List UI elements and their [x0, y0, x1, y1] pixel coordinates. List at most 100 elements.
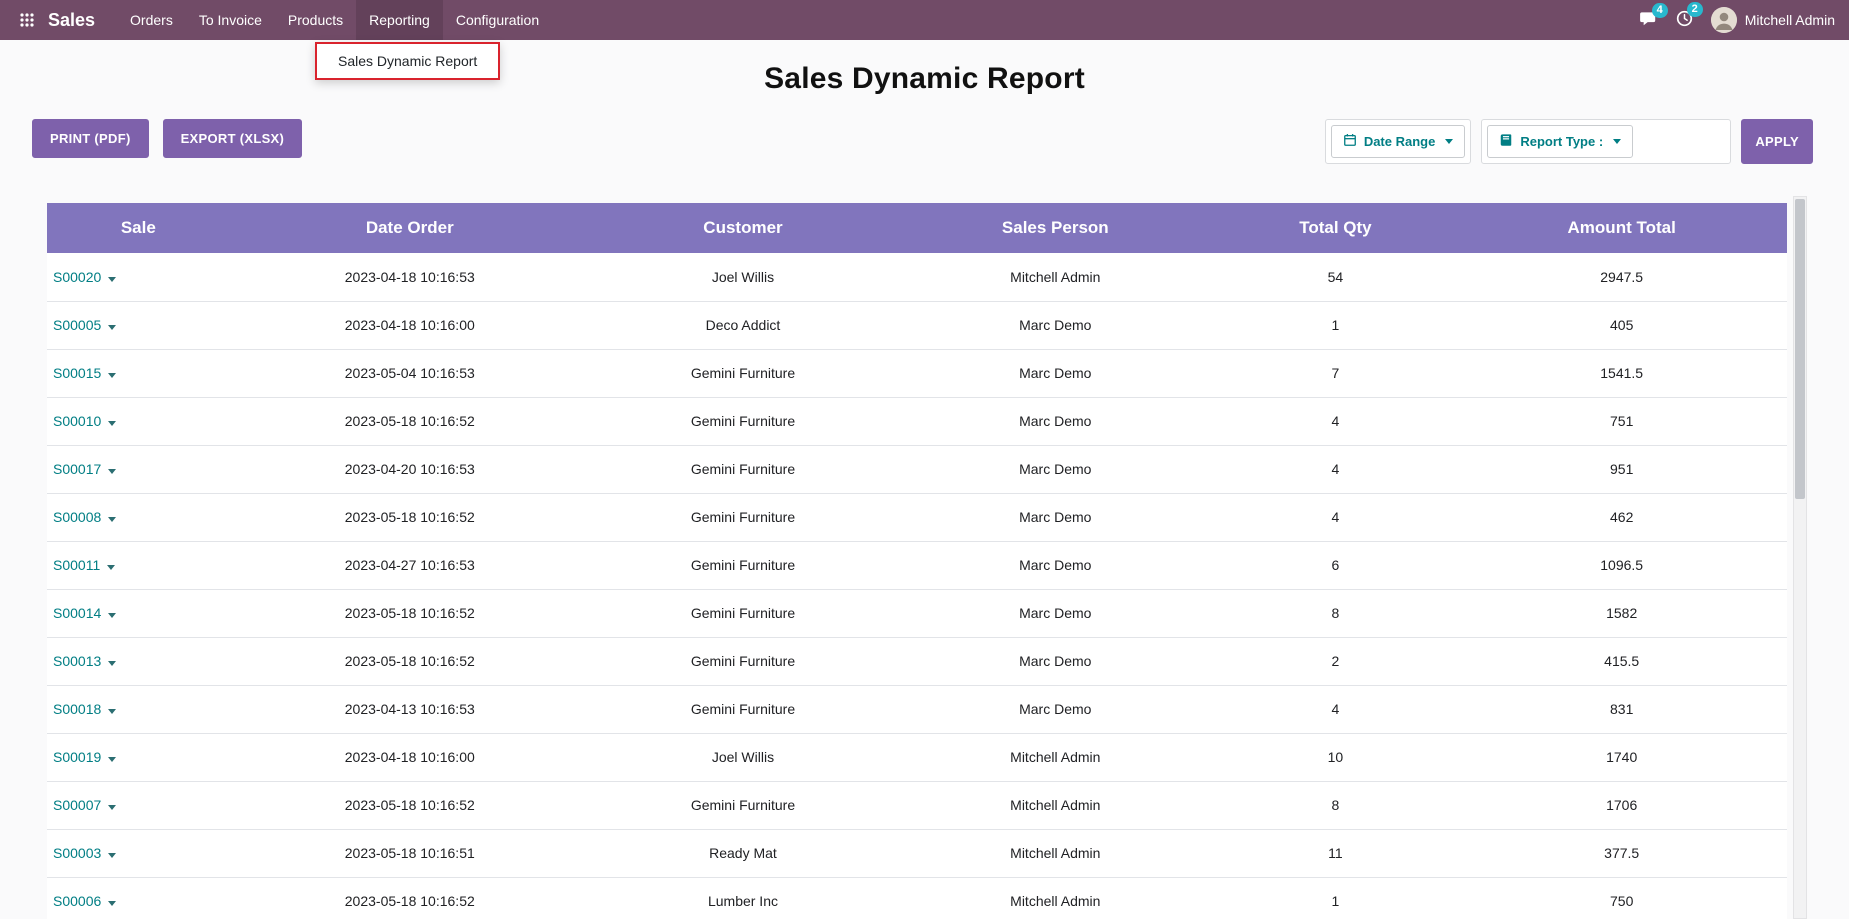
- sale-order-link[interactable]: S00020: [53, 269, 101, 285]
- caret-down-icon[interactable]: [108, 325, 116, 330]
- menu-products[interactable]: Products: [275, 0, 356, 40]
- app-title[interactable]: Sales: [48, 10, 95, 31]
- sale-order-link[interactable]: S00011: [53, 557, 100, 573]
- customer-cell: Gemini Furniture: [590, 637, 896, 685]
- apply-button[interactable]: APPLY: [1741, 119, 1813, 164]
- toolbar-right: Date Range Report Type :: [1325, 119, 1813, 164]
- customer-cell: Gemini Furniture: [590, 445, 896, 493]
- date-range-label: Date Range: [1364, 134, 1436, 149]
- menu-configuration[interactable]: Configuration: [443, 0, 552, 40]
- amount-total-cell: 750: [1456, 877, 1787, 919]
- toolbar-left: PRINT (PDF) EXPORT (XLSX): [32, 119, 302, 158]
- sale-order-link[interactable]: S00008: [53, 509, 101, 525]
- table-row: S00005 2023-04-18 10:16:00 Deco Addict M…: [47, 301, 1787, 349]
- date-range-box: Date Range: [1325, 119, 1472, 164]
- table-row: S00017 2023-04-20 10:16:53 Gemini Furnit…: [47, 445, 1787, 493]
- amount-total-cell: 1096.5: [1456, 541, 1787, 589]
- sale-cell: S00017: [47, 445, 230, 493]
- customer-cell: Gemini Furniture: [590, 541, 896, 589]
- customer-cell: Gemini Furniture: [590, 685, 896, 733]
- caret-down-icon[interactable]: [108, 277, 116, 282]
- scrollbar-thumb[interactable]: [1795, 199, 1805, 499]
- date-order-cell: 2023-05-18 10:16:52: [230, 589, 590, 637]
- customer-cell: Gemini Furniture: [590, 349, 896, 397]
- report-table: Sale Date Order Customer Sales Person To…: [47, 203, 1787, 919]
- sale-order-link[interactable]: S00005: [53, 317, 101, 333]
- sale-order-link[interactable]: S00019: [53, 749, 101, 765]
- date-order-cell: 2023-04-18 10:16:00: [230, 301, 590, 349]
- export-xlsx-button[interactable]: EXPORT (XLSX): [163, 119, 303, 158]
- customer-cell: Joel Willis: [590, 253, 896, 301]
- amount-total-cell: 2947.5: [1456, 253, 1787, 301]
- menu-item-sales-dynamic-report[interactable]: Sales Dynamic Report: [317, 44, 498, 78]
- table-row: S00008 2023-05-18 10:16:52 Gemini Furnit…: [47, 493, 1787, 541]
- amount-total-cell: 1706: [1456, 781, 1787, 829]
- table-header-row: Sale Date Order Customer Sales Person To…: [47, 203, 1787, 253]
- table-row: S00019 2023-04-18 10:16:00 Joel Willis M…: [47, 733, 1787, 781]
- total-qty-cell: 4: [1215, 685, 1457, 733]
- caret-down-icon[interactable]: [108, 805, 116, 810]
- caret-down-icon[interactable]: [108, 661, 116, 666]
- report-type-box: Report Type :: [1481, 119, 1731, 164]
- top-navbar: Sales Orders To Invoice Products Reporti…: [0, 0, 1849, 40]
- sales-person-cell: Marc Demo: [896, 493, 1214, 541]
- caret-down-icon: [1445, 139, 1453, 144]
- menu-orders[interactable]: Orders: [117, 0, 186, 40]
- sale-order-link[interactable]: S00014: [53, 605, 101, 621]
- caret-down-icon[interactable]: [108, 517, 116, 522]
- report-type-label: Report Type :: [1520, 134, 1603, 149]
- customer-cell: Ready Mat: [590, 829, 896, 877]
- table-row: S00014 2023-05-18 10:16:52 Gemini Furnit…: [47, 589, 1787, 637]
- caret-down-icon[interactable]: [108, 421, 116, 426]
- sale-order-link[interactable]: S00007: [53, 797, 101, 813]
- messages-badge: 4: [1652, 3, 1668, 18]
- total-qty-cell: 10: [1215, 733, 1457, 781]
- caret-down-icon[interactable]: [108, 901, 116, 906]
- print-pdf-button[interactable]: PRINT (PDF): [32, 119, 149, 158]
- table-scrollbar[interactable]: [1793, 196, 1807, 919]
- customer-cell: Gemini Furniture: [590, 589, 896, 637]
- sale-cell: S00014: [47, 589, 230, 637]
- amount-total-cell: 951: [1456, 445, 1787, 493]
- caret-down-icon[interactable]: [108, 853, 116, 858]
- customer-cell: Gemini Furniture: [590, 493, 896, 541]
- apps-grid-icon[interactable]: [14, 13, 40, 27]
- total-qty-cell: 54: [1215, 253, 1457, 301]
- date-order-cell: 2023-05-18 10:16:52: [230, 781, 590, 829]
- messages-button[interactable]: 4: [1640, 9, 1658, 32]
- date-range-button[interactable]: Date Range: [1331, 125, 1466, 158]
- caret-down-icon[interactable]: [107, 565, 115, 570]
- sale-order-link[interactable]: S00017: [53, 461, 101, 477]
- sale-order-link[interactable]: S00013: [53, 653, 101, 669]
- caret-down-icon[interactable]: [108, 709, 116, 714]
- table-row: S00011 2023-04-27 10:16:53 Gemini Furnit…: [47, 541, 1787, 589]
- user-menu[interactable]: Mitchell Admin: [1711, 7, 1835, 33]
- menu-reporting[interactable]: Reporting: [356, 0, 443, 40]
- caret-down-icon[interactable]: [108, 373, 116, 378]
- sale-order-link[interactable]: S00003: [53, 845, 101, 861]
- sale-cell: S00007: [47, 781, 230, 829]
- sale-cell: S00018: [47, 685, 230, 733]
- caret-down-icon[interactable]: [108, 469, 116, 474]
- navbar-right: 4 2 Mitchel: [1640, 7, 1835, 33]
- page-title: Sales Dynamic Report: [0, 62, 1849, 96]
- report-type-button[interactable]: Report Type :: [1487, 125, 1633, 158]
- date-order-cell: 2023-04-18 10:16:53: [230, 253, 590, 301]
- caret-down-icon[interactable]: [108, 757, 116, 762]
- table-row: S00020 2023-04-18 10:16:53 Joel Willis M…: [47, 253, 1787, 301]
- sale-order-link[interactable]: S00006: [53, 893, 101, 909]
- activities-button[interactable]: 2: [1676, 8, 1693, 32]
- reporting-dropdown: Sales Dynamic Report: [315, 42, 500, 80]
- total-qty-cell: 7: [1215, 349, 1457, 397]
- amount-total-cell: 405: [1456, 301, 1787, 349]
- total-qty-cell: 4: [1215, 397, 1457, 445]
- amount-total-cell: 1740: [1456, 733, 1787, 781]
- sale-order-link[interactable]: S00010: [53, 413, 101, 429]
- total-qty-cell: 1: [1215, 301, 1457, 349]
- sale-order-link[interactable]: S00015: [53, 365, 101, 381]
- menu-to-invoice[interactable]: To Invoice: [186, 0, 275, 40]
- customer-cell: Gemini Furniture: [590, 397, 896, 445]
- caret-down-icon[interactable]: [108, 613, 116, 618]
- sales-person-cell: Marc Demo: [896, 349, 1214, 397]
- sale-order-link[interactable]: S00018: [53, 701, 101, 717]
